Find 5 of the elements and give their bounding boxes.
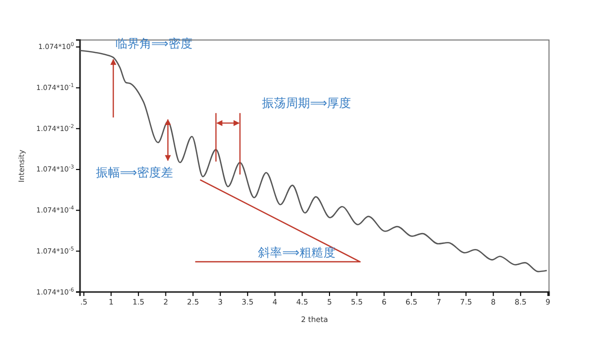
annotation: 临界角⟹密度: [115, 36, 193, 50]
annotation: 振幅⟹密度差: [96, 166, 174, 180]
annotation: 斜率⟹粗糙度: [258, 246, 336, 260]
annotation: 振荡周期⟹厚度: [262, 96, 352, 110]
line-series: [79, 50, 548, 272]
